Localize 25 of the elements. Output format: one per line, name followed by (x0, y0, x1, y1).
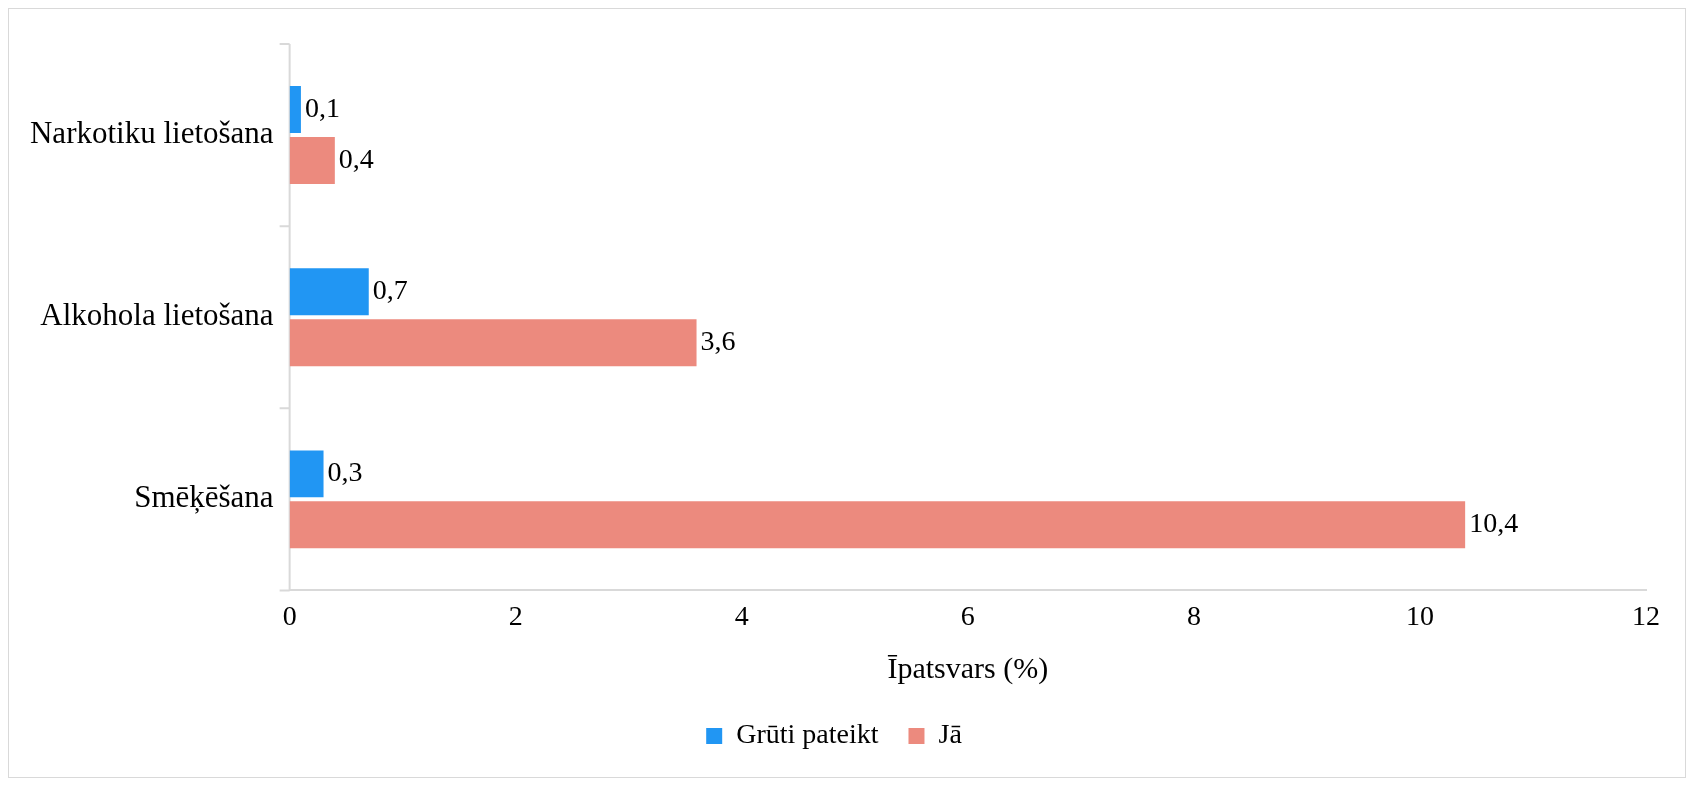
bar (289, 319, 697, 367)
y-tick-label: Smēķēšana (134, 479, 274, 515)
data-label: 0,4 (338, 142, 374, 174)
x-tick-label: 10 (1405, 599, 1434, 631)
data-label: 0,3 (327, 456, 363, 488)
y-tick-label: Alkohola lietošana (40, 297, 274, 333)
legend-label: Grūti pateikt (736, 718, 879, 750)
x-tick-label: 6 (960, 599, 975, 631)
x-tick-label: 8 (1186, 599, 1201, 631)
data-label: 0,1 (304, 91, 340, 123)
bar (289, 86, 301, 134)
x-tick-label: 0 (282, 599, 297, 631)
data-label: 10,4 (1469, 507, 1519, 539)
bar (289, 501, 1466, 549)
x-tick-label: 12 (1632, 599, 1660, 631)
bar (289, 268, 369, 316)
x-tick-label: 4 (734, 599, 749, 631)
legend-label: Jā (938, 718, 963, 750)
bar (289, 450, 324, 498)
y-tick-label: Narkotiku lietošana (29, 115, 274, 151)
bar (289, 137, 335, 185)
x-tick-label: 2 (508, 599, 523, 631)
data-label: 0,7 (372, 274, 408, 306)
data-label: 3,6 (700, 325, 736, 357)
x-axis-title: Īpatsvars (%) (887, 650, 1049, 685)
